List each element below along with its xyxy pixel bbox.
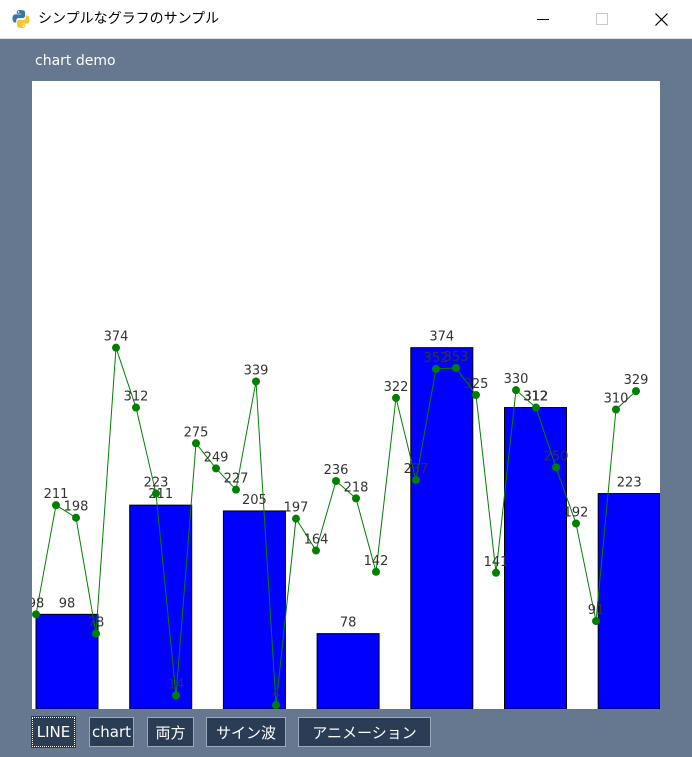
bar <box>222 510 286 709</box>
line-value-label: 14 <box>168 677 185 692</box>
line-value-label: 322 <box>384 380 409 395</box>
line-value-label: 310 <box>604 391 629 406</box>
bar-value-label: 374 <box>429 330 454 345</box>
line-point <box>432 364 440 373</box>
maximize-icon <box>596 13 608 25</box>
bar-value-label: 98 <box>59 596 76 611</box>
line-point <box>612 405 620 414</box>
line-value-label: 164 <box>304 533 329 548</box>
line-value-label: 353 <box>444 350 469 365</box>
bar-value-label: 312 <box>523 390 548 405</box>
line-value-label: 237 <box>404 462 429 477</box>
line-value-label: 352 <box>424 351 449 366</box>
line-value-label: 4 <box>272 687 280 702</box>
bar <box>410 347 474 709</box>
line-point <box>232 485 240 494</box>
minimize-icon <box>537 19 549 20</box>
line-point <box>252 377 260 386</box>
line-value-label: 374 <box>104 330 129 345</box>
bar-value-label: 78 <box>340 616 357 631</box>
python-logo-icon <box>12 10 30 28</box>
line-button[interactable]: LINE <box>31 716 76 748</box>
canvas-label: chart demo <box>35 53 116 69</box>
bar-value-label: 223 <box>617 476 642 491</box>
line-value-label: 211 <box>44 487 69 502</box>
line-point <box>172 691 180 700</box>
line-point <box>372 567 380 576</box>
line-point <box>132 403 140 412</box>
line-value-label: 227 <box>224 472 249 487</box>
maximize-button[interactable] <box>579 0 625 38</box>
line-point <box>452 363 460 372</box>
line-point <box>412 476 420 485</box>
line-value-label: 312 <box>124 390 149 405</box>
line-point <box>632 387 640 396</box>
line-point <box>292 514 300 523</box>
line-point <box>472 391 480 399</box>
line-value-label: 141 <box>484 555 509 570</box>
line-value-label: 250 <box>544 449 569 464</box>
bar-value-label: 205 <box>242 493 267 508</box>
close-button[interactable] <box>638 0 684 38</box>
line-point <box>152 489 160 498</box>
both-button[interactable]: 両方 <box>147 717 194 747</box>
line-point <box>352 494 360 503</box>
line-point <box>32 610 40 619</box>
line-point <box>532 403 540 412</box>
line-value-label: 198 <box>64 500 89 515</box>
line-point <box>592 617 600 626</box>
bar <box>35 613 99 709</box>
line-value-label: 197 <box>284 501 309 516</box>
line-value-label: 249 <box>204 450 229 465</box>
line-point <box>212 464 220 473</box>
bar <box>597 493 660 709</box>
line-value-label: 325 <box>464 377 489 392</box>
line-value-label: 142 <box>364 554 389 569</box>
line-point <box>52 501 60 510</box>
line-value-label: 223 <box>144 476 169 491</box>
line-point <box>332 476 340 485</box>
line-value-label: 78 <box>88 616 105 631</box>
chart-canvas: 9821120578374312223982111987837431222314… <box>32 81 660 709</box>
line-point <box>272 701 280 709</box>
line-value-label: 192 <box>564 505 589 520</box>
line-value-label: 312 <box>524 390 549 405</box>
line-value-label: 91 <box>588 603 605 618</box>
bar <box>316 633 380 709</box>
close-icon <box>654 12 668 26</box>
line-point <box>492 568 500 577</box>
chart-svg: 9821120578374312223982111987837431222314… <box>32 330 660 709</box>
line-point <box>552 463 560 472</box>
line-value-label: 275 <box>184 425 209 440</box>
line-point <box>392 393 400 402</box>
chart-button[interactable]: chart <box>89 717 134 747</box>
line-value-label: 98 <box>32 596 44 611</box>
line-point <box>92 629 100 638</box>
title-bar: シンプルなグラフのサンプル <box>0 0 692 39</box>
sine-wave-button[interactable]: サイン波 <box>206 717 286 747</box>
line-value-label: 330 <box>504 372 529 387</box>
line-value-label: 329 <box>624 373 649 388</box>
minimize-button[interactable] <box>520 0 566 38</box>
line-value-label: 218 <box>344 480 369 495</box>
line-point <box>112 343 120 352</box>
animation-button[interactable]: アニメーション <box>298 717 431 747</box>
line-point <box>312 546 320 555</box>
line-point <box>572 519 580 528</box>
line-point <box>192 439 200 448</box>
window-title: シンプルなグラフのサンプル <box>38 11 220 27</box>
line-value-label: 236 <box>324 463 349 478</box>
bar <box>504 407 567 709</box>
line-point <box>512 386 520 395</box>
line-point <box>72 513 80 522</box>
line-value-label: 339 <box>244 363 269 378</box>
